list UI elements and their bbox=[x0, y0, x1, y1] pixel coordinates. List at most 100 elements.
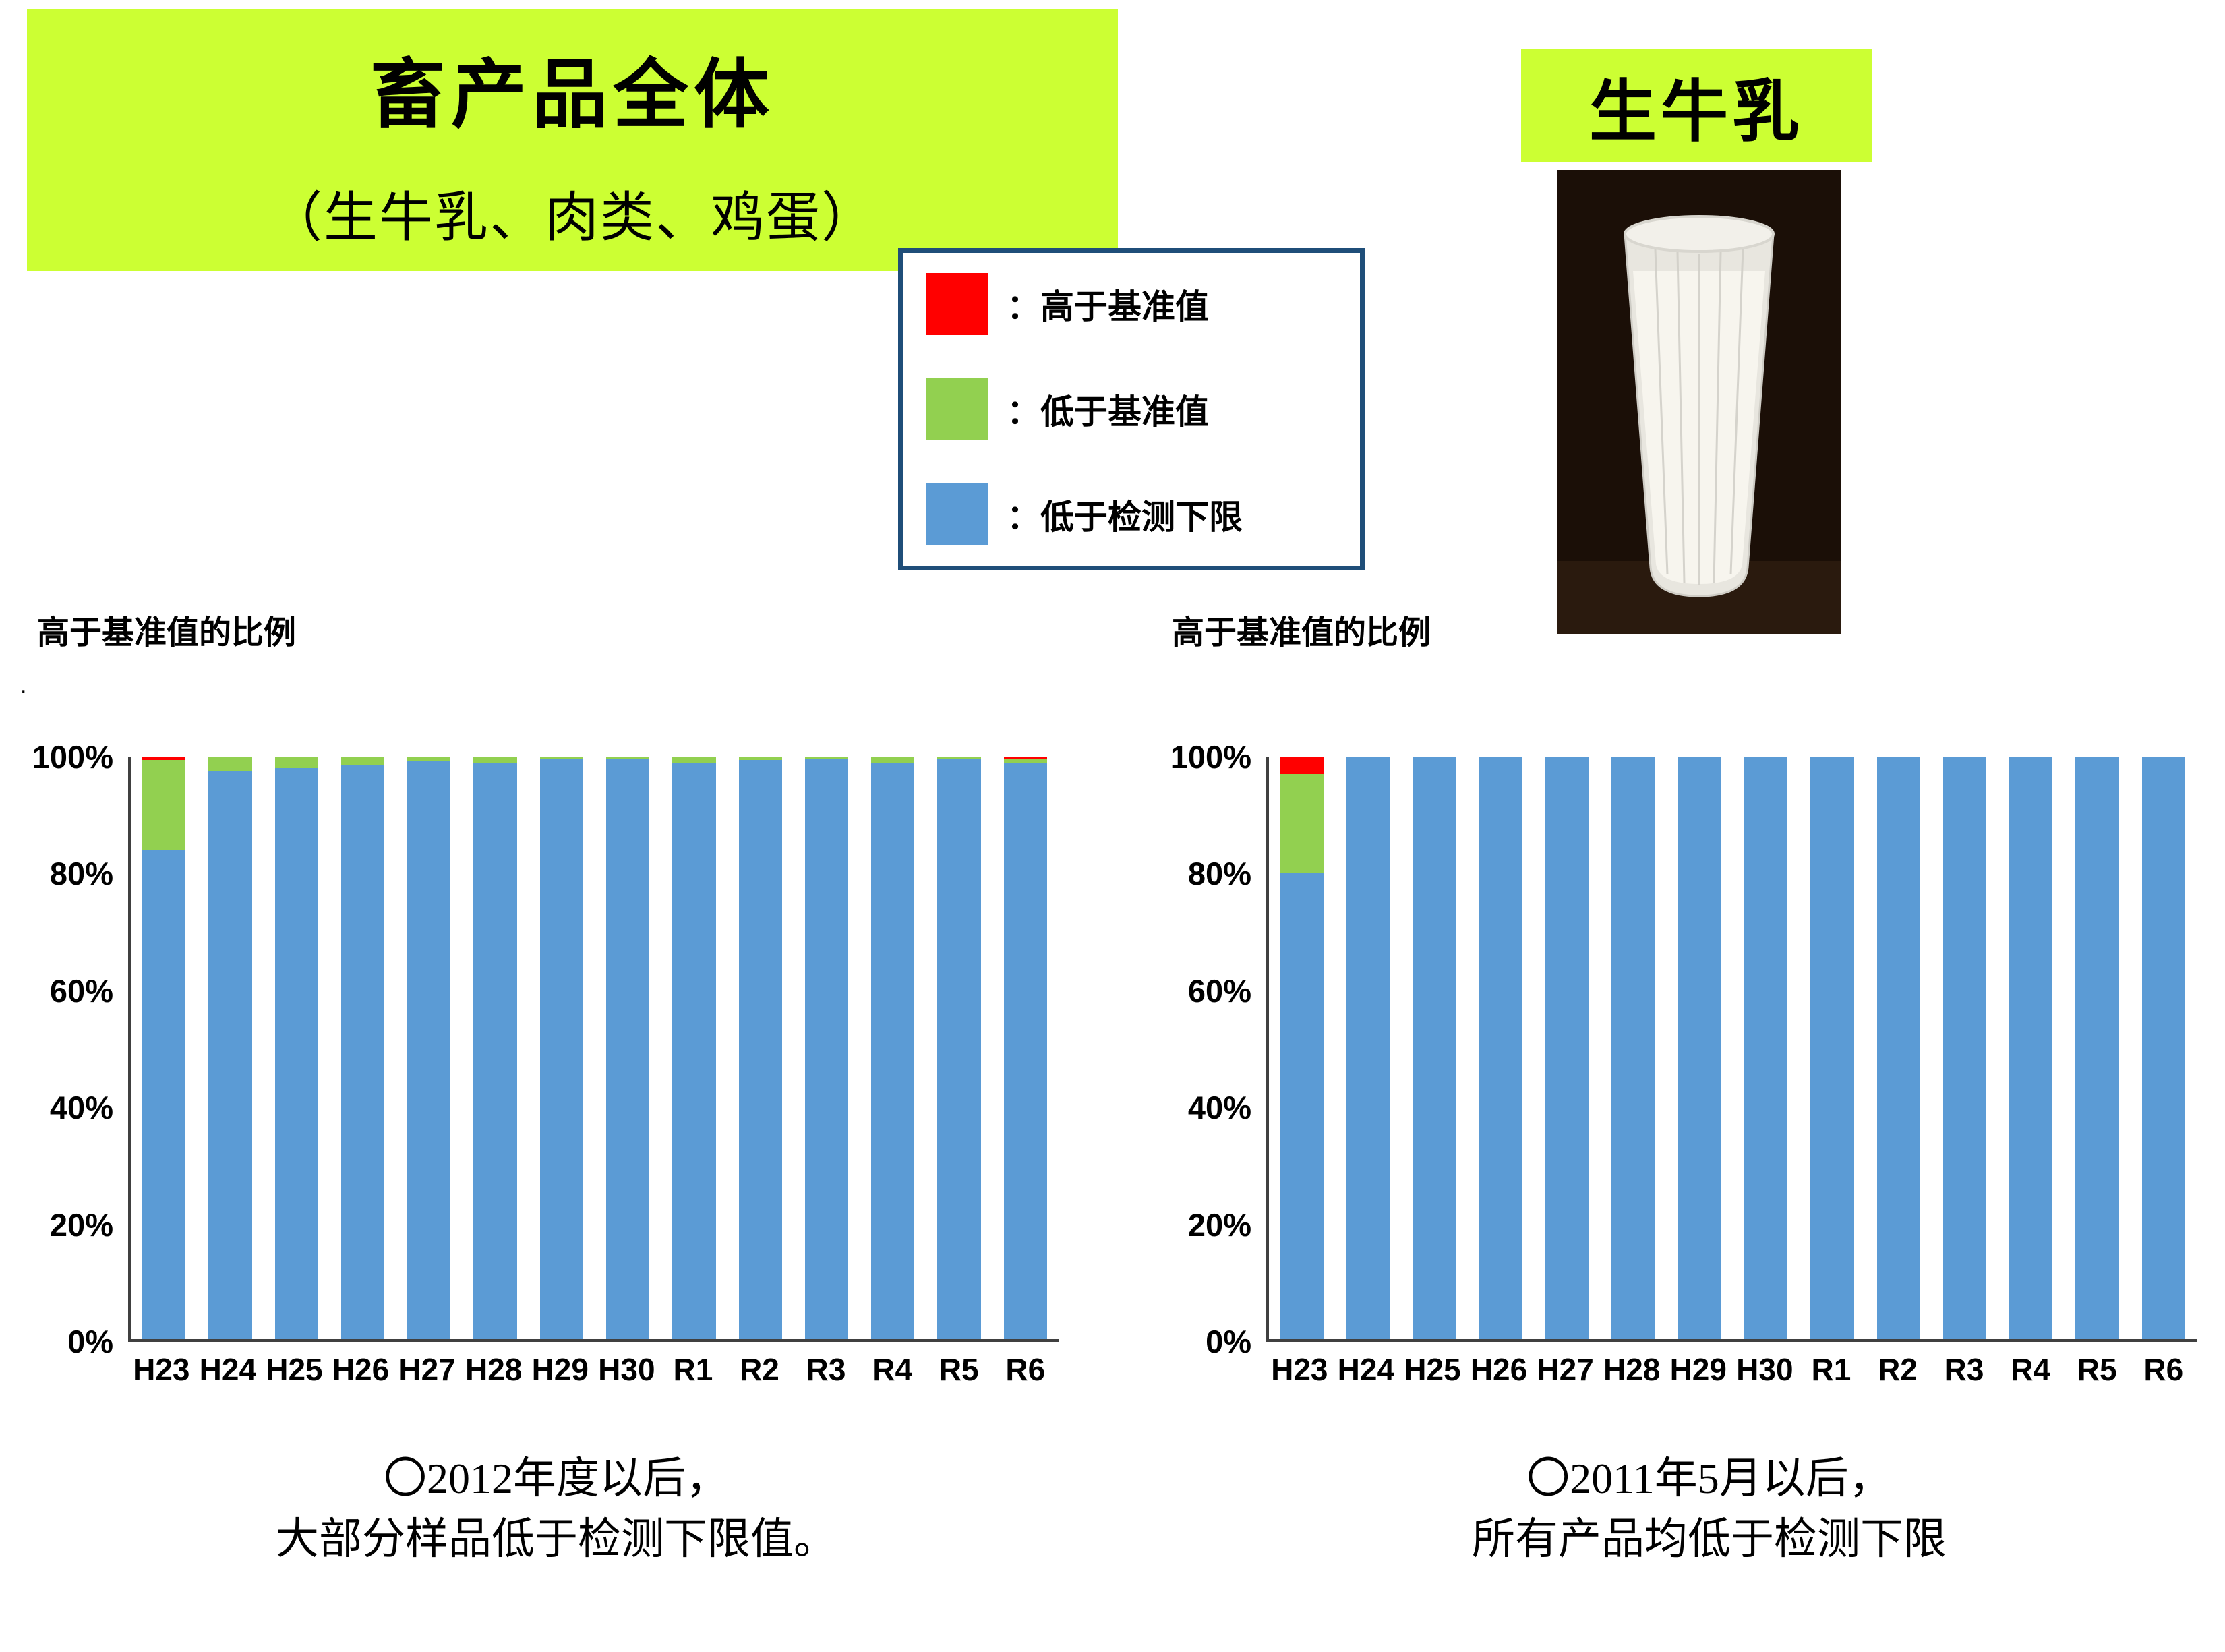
bar-segment-低于基准值 bbox=[208, 757, 252, 771]
below-detection-limit-swatch bbox=[926, 483, 988, 545]
bar-segment-低于检测下限 bbox=[738, 760, 782, 1339]
above-standard-swatch bbox=[926, 273, 988, 335]
bar-H23 bbox=[1280, 757, 1324, 1339]
stray-period: . bbox=[20, 673, 27, 699]
bar-R6 bbox=[2141, 757, 2185, 1339]
chart-raw-milk: 100% 80% 60% 40% 20% 0% H23 H24 H25 H26 H27 H28 H29… bbox=[1165, 738, 2197, 1388]
bar-R4 bbox=[2009, 757, 2053, 1339]
caption-line: 〇2012年度以后， bbox=[384, 1454, 729, 1502]
right-chart-caption: 〇2011年5月以后， 所有产品均低于检测下限 bbox=[1247, 1448, 2171, 1569]
bar-segment-低于检测下限 bbox=[1413, 757, 1456, 1339]
bar-R5 bbox=[2075, 757, 2119, 1339]
bar-segment-低于检测下限 bbox=[937, 759, 981, 1339]
caption-line: 所有产品均低于检测下限 bbox=[1472, 1514, 1947, 1563]
x-axis-label: R1 bbox=[673, 1352, 713, 1387]
x-axis-label: H28 bbox=[465, 1352, 523, 1387]
x-axis-label: R2 bbox=[740, 1352, 779, 1387]
bar-segment-低于基准值 bbox=[1280, 773, 1324, 873]
below-standard-swatch bbox=[926, 378, 988, 440]
page-subtitle: （生牛乳、肉类、鸡蛋） bbox=[268, 189, 877, 248]
bar-R3 bbox=[804, 757, 849, 1339]
bar-segment-低于检测下限 bbox=[2009, 757, 2053, 1339]
chart-livestock-overall: 100% 80% 60% 40% 20% 0% H23 H24 H25 H26 H27 H28 H29… bbox=[27, 739, 1059, 1388]
bar-R1 bbox=[1810, 757, 1854, 1339]
x-axis-label: H24 bbox=[199, 1352, 257, 1387]
bar-segment-低于检测下限 bbox=[208, 771, 252, 1339]
y-axis: 100% 80% 60% 40% 20% 0% bbox=[1170, 738, 1251, 1360]
bar-H25 bbox=[274, 757, 318, 1339]
bar-H23 bbox=[142, 757, 186, 1339]
x-axis-label: R5 bbox=[939, 1352, 979, 1387]
x-axis: H23 H24 H25 H26 H27 H28 H29 H30 R1 R2 R3 R4 R5 R6 bbox=[1266, 1351, 2197, 1388]
milk-glass-illustration bbox=[1558, 170, 1841, 634]
bar-segment-低于检测下限 bbox=[1678, 757, 1721, 1339]
bar-H24 bbox=[208, 757, 252, 1339]
bar-segment-低于检测下限 bbox=[539, 759, 583, 1339]
bar-H30 bbox=[1744, 757, 1788, 1339]
chart-body: 100% 80% 60% 40% 20% 0% H23 H24 H25 H26 H27 H28 H29… bbox=[27, 739, 1059, 1388]
bar-segment-低于基准值 bbox=[274, 757, 318, 769]
bar-segment-低于检测下限 bbox=[672, 762, 716, 1339]
x-axis-label: H29 bbox=[531, 1352, 589, 1387]
title-box: 畜产品全体 （生牛乳、肉类、鸡蛋） bbox=[27, 9, 1118, 271]
bar-segment-低于基准值 bbox=[539, 757, 583, 760]
bar-R6 bbox=[1003, 757, 1047, 1339]
bar-segment-低于检测下限 bbox=[1280, 873, 1324, 1339]
bar-R5 bbox=[937, 757, 981, 1339]
bar-segment-低于检测下限 bbox=[605, 759, 650, 1339]
bar-segment-低于基准值 bbox=[804, 757, 849, 760]
bar-segment-低于检测下限 bbox=[274, 768, 318, 1339]
x-axis: H23 H24 H25 H26 H27 H28 H29 H30 R1 R2 R3 R4 R5 R6 bbox=[128, 1351, 1059, 1388]
bar-segment-低于基准值 bbox=[142, 760, 186, 850]
bar-segment-低于检测下限 bbox=[1810, 757, 1854, 1339]
glass-facet-line bbox=[1729, 249, 1744, 575]
legend-item: ：低于基准值 bbox=[926, 378, 1337, 440]
bar-segment-低于基准值 bbox=[871, 757, 915, 763]
x-axis-label: R4 bbox=[872, 1352, 913, 1387]
x-axis-label: H23 bbox=[1271, 1352, 1328, 1387]
bar-segment-低于基准值 bbox=[1003, 759, 1047, 763]
x-axis-label: H29 bbox=[1669, 1352, 1727, 1387]
bar-H27 bbox=[1545, 757, 1589, 1339]
bar-R2 bbox=[738, 757, 782, 1339]
glass-facet-line bbox=[1713, 252, 1722, 583]
bar-H26 bbox=[1479, 757, 1523, 1339]
right-chart-section-label: 高于基准值的比例 bbox=[1172, 615, 1431, 651]
x-axis-label: H30 bbox=[1736, 1352, 1793, 1387]
raw-milk-label: 生牛乳 bbox=[1589, 74, 1804, 150]
x-axis-label: H23 bbox=[133, 1352, 190, 1387]
x-axis-label: R6 bbox=[2143, 1352, 2184, 1387]
bar-segment-低于检测下限 bbox=[2141, 757, 2185, 1339]
x-axis-label: H25 bbox=[266, 1352, 323, 1387]
bar-segment-低于检测下限 bbox=[1003, 763, 1047, 1339]
caption-line: 大部分样品低于检测下限值。 bbox=[276, 1514, 837, 1563]
legend-label: ：低于检测下限 bbox=[1007, 498, 1243, 536]
bar-segment-低于检测下限 bbox=[2075, 757, 2119, 1339]
bar-segment-高于基准值 bbox=[142, 757, 186, 761]
bar-segment-低于基准值 bbox=[605, 757, 650, 759]
bar-R3 bbox=[1942, 757, 1987, 1339]
bar-segment-低于基准值 bbox=[937, 757, 981, 759]
x-axis-label: H27 bbox=[1537, 1352, 1594, 1387]
glass-facet-line bbox=[1654, 249, 1669, 575]
x-axis-label: H28 bbox=[1603, 1352, 1661, 1387]
milk-glass-photo bbox=[1558, 170, 1841, 634]
x-axis-label: R1 bbox=[1811, 1352, 1851, 1387]
bar-segment-低于检测下限 bbox=[1346, 757, 1390, 1339]
bar-segment-低于检测下限 bbox=[142, 850, 186, 1339]
bar-segment-低于基准值 bbox=[340, 757, 385, 765]
plot-column: H23 H24 H25 H26 H27 H28 H29 H30 R1 R2 R3 R4 R5 R6 bbox=[1266, 757, 2197, 1388]
bar-segment-低于检测下限 bbox=[1479, 757, 1523, 1339]
bar-segment-低于基准值 bbox=[407, 757, 451, 761]
caption-line: 〇2011年5月以后， bbox=[1526, 1454, 1892, 1502]
x-axis-label: R5 bbox=[2077, 1352, 2117, 1387]
legend-item: ：高于基准值 bbox=[926, 273, 1337, 335]
bar-segment-低于基准值 bbox=[738, 757, 782, 761]
x-axis-label: H26 bbox=[1470, 1352, 1528, 1387]
x-axis-label: H24 bbox=[1337, 1352, 1395, 1387]
bar-segment-低于检测下限 bbox=[1545, 757, 1589, 1339]
plot-area bbox=[1266, 757, 2197, 1342]
bar-R4 bbox=[871, 757, 915, 1339]
plot-area bbox=[128, 757, 1059, 1342]
bar-H24 bbox=[1346, 757, 1390, 1339]
